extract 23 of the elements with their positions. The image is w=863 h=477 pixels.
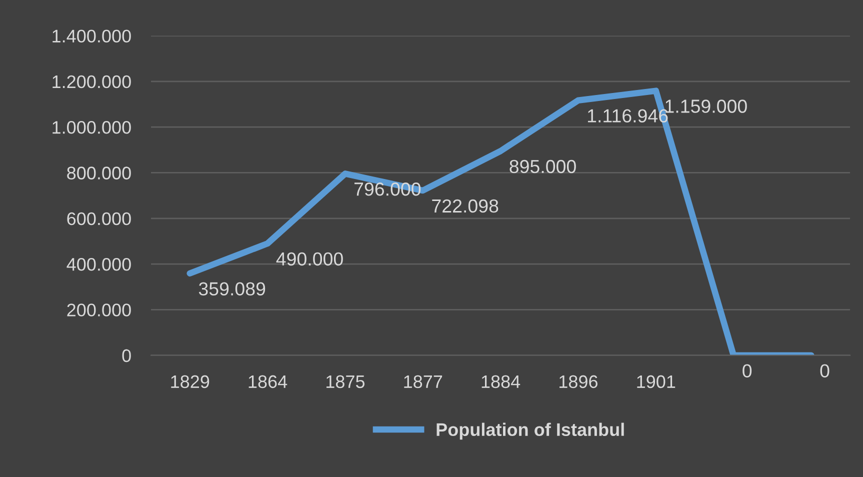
x-tick-label: 1877	[404, 375, 442, 388]
x-tick-label: 1864	[248, 375, 288, 388]
data-label: 490.000	[276, 252, 343, 266]
legend-label: Population of Istanbul	[436, 422, 624, 440]
y-tick-label: 1.200.000	[52, 75, 131, 88]
x-tick-label: 1901	[637, 375, 676, 388]
data-label: 0	[820, 364, 830, 378]
y-tick-label: 200.000	[67, 304, 131, 316]
y-tick-label: 1.400.000	[52, 30, 131, 42]
data-label: 1.159.000	[666, 100, 747, 113]
data-label: 0	[742, 364, 752, 378]
x-tick-label: 1875	[326, 375, 365, 388]
data-label: 895.000	[510, 160, 576, 174]
y-tick-label: 400.000	[66, 258, 131, 271]
y-tick-label: 800.000	[67, 166, 131, 180]
x-tick-label: 1884	[482, 375, 520, 388]
data-label: 359.089	[198, 282, 266, 296]
x-tick-label: 1829	[171, 375, 210, 388]
data-label: 722.098	[432, 199, 498, 213]
y-tick-label: 1.000.000	[52, 121, 131, 134]
y-tick-label: 0	[122, 349, 131, 362]
y-tick-label: 600.000	[67, 212, 131, 226]
x-tick-label: 1896	[560, 375, 598, 388]
